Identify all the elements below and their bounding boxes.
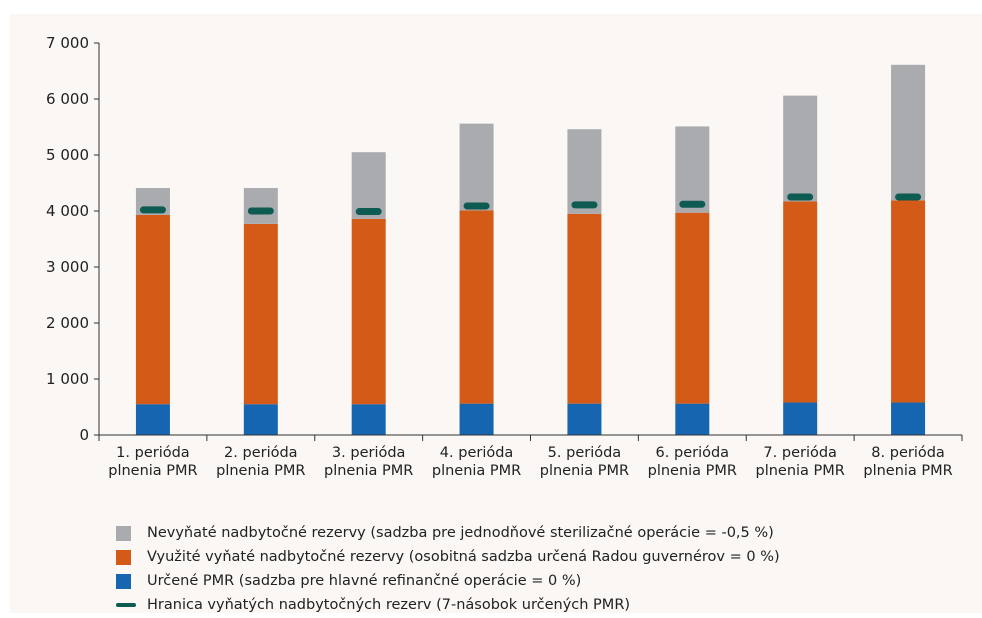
category-label: plnenia PMR (648, 463, 737, 479)
category-label: plnenia PMR (216, 463, 305, 479)
threshold-marker-c5 (679, 200, 706, 208)
bar-segment-s0-c6 (783, 402, 818, 435)
y-tick-label: 1 000 (46, 370, 89, 388)
threshold-marker-c4 (571, 201, 598, 209)
y-tick-label: 5 000 (46, 146, 89, 164)
bar-segment-s1-c4 (567, 213, 602, 404)
y-tick-label: 2 000 (46, 314, 89, 332)
category-label: plnenia PMR (432, 463, 521, 479)
legend-label-threshold: Hranica vyňatých nadbytočných rezerv (7-… (147, 597, 631, 613)
legend-item-unexempt: Nevyňaté nadbytočné rezervy (sadzba pre … (116, 522, 780, 544)
bar-segment-s2-c2 (351, 152, 386, 219)
legend-label-exempt: Využité vyňaté nadbytočné rezervy (osobi… (147, 549, 780, 565)
bar-segment-s1-c6 (783, 201, 818, 403)
legend-line-threshold (116, 603, 136, 607)
bar-segment-s0-c1 (243, 404, 278, 435)
category-label: 5. perióda (548, 445, 622, 461)
category-label: 3. perióda (332, 445, 406, 461)
legend-label-required: Určené PMR (sadzba pre hlavné refinančné… (147, 573, 582, 589)
threshold-marker-c2 (355, 208, 382, 216)
bar-segment-s0-c7 (891, 402, 926, 435)
category-label: plnenia PMR (540, 463, 629, 479)
category-label: 4. perióda (440, 445, 514, 461)
threshold-marker-c3 (463, 202, 490, 210)
category-label: 2. perióda (224, 445, 298, 461)
legend-swatch-unexempt (116, 525, 131, 541)
y-tick-label: 0 (79, 426, 89, 444)
bar-segment-s0-c2 (351, 404, 386, 435)
threshold-marker-c0 (139, 206, 166, 214)
bar-segment-s0-c3 (459, 403, 494, 435)
bar-segment-s1-c5 (675, 212, 710, 404)
category-label: 7. perióda (763, 445, 837, 461)
y-tick-label: 6 000 (46, 90, 89, 108)
category-label: plnenia PMR (324, 463, 413, 479)
bar-segment-s0-c5 (675, 403, 710, 435)
category-label: plnenia PMR (108, 463, 197, 479)
threshold-marker-c6 (787, 193, 814, 201)
bar-segment-s1-c7 (891, 200, 926, 403)
bar-segment-s2-c1 (243, 188, 278, 224)
bar-segment-s2-c5 (675, 126, 710, 213)
bar-segment-s2-c3 (459, 123, 494, 211)
legend-item-exempt: Využité vyňaté nadbytočné rezervy (osobi… (116, 546, 780, 568)
bar-segment-s2-c4 (567, 129, 602, 214)
legend-swatch-exempt (116, 549, 131, 565)
y-tick-label: 7 000 (46, 34, 89, 52)
legend-item-threshold: Hranica vyňatých nadbytočných rezerv (7-… (116, 594, 780, 616)
legend-label-unexempt: Nevyňaté nadbytočné rezervy (sadzba pre … (147, 525, 774, 541)
bar-segment-s2-c6 (783, 95, 818, 202)
bar-segment-s1-c1 (243, 223, 278, 405)
threshold-marker-c1 (247, 207, 274, 215)
bar-segment-s1-c0 (135, 214, 170, 405)
category-label: 6. perióda (656, 445, 730, 461)
bar-segment-s0-c0 (135, 404, 170, 435)
bar-segment-s1-c2 (351, 218, 386, 405)
y-tick-label: 3 000 (46, 258, 89, 276)
legend-item-required: Určené PMR (sadzba pre hlavné refinančné… (116, 570, 780, 592)
bar-segment-s0-c4 (567, 403, 602, 435)
chart-panel: 0 1 000 2 000 3 000 4 000 5 000 6 000 7 000 1. p… (10, 14, 982, 613)
bar-segment-s2-c7 (891, 64, 926, 201)
threshold-marker-c7 (895, 193, 922, 201)
y-tick-label: 4 000 (46, 202, 89, 220)
category-label: plnenia PMR (755, 463, 844, 479)
legend-swatch-required (116, 573, 131, 589)
legend: Nevyňaté nadbytočné rezervy (sadzba pre … (116, 522, 780, 618)
category-label: 1. perióda (116, 445, 190, 461)
bar-segment-s1-c3 (459, 210, 494, 404)
stacked-bar-chart: 0 1 000 2 000 3 000 4 000 5 000 6 000 7 000 1. p… (46, 34, 963, 479)
category-label: 8. perióda (871, 445, 945, 461)
category-label: plnenia PMR (863, 463, 952, 479)
